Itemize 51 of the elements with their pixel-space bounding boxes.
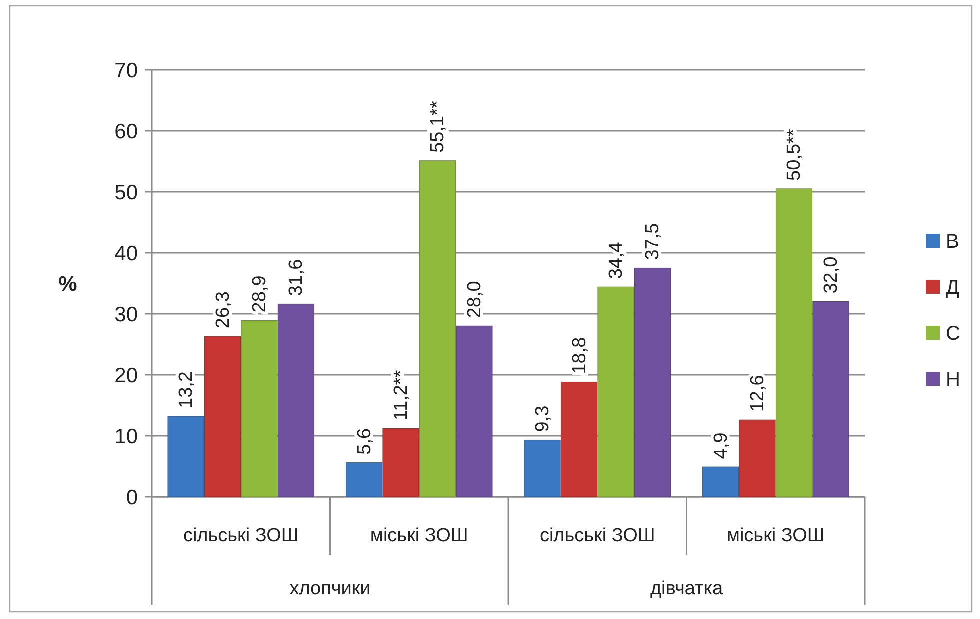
x-tick-label: міські ЗОШ <box>726 526 825 547</box>
data-label: 28,0 <box>464 281 486 318</box>
legend-label: В <box>946 231 960 253</box>
x-tick-label: сільські ЗОШ <box>540 526 656 547</box>
bar <box>812 302 850 498</box>
data-label: 11,2** <box>391 370 412 421</box>
bar <box>739 420 776 498</box>
bar <box>382 428 420 498</box>
bar <box>634 268 672 498</box>
data-label: 5,6 <box>354 428 376 455</box>
bar <box>598 286 634 498</box>
legend-label: Н <box>946 369 960 391</box>
text: хлопчики <box>290 578 371 600</box>
y-tick-label: 50 <box>114 181 138 204</box>
y-tick-label: 30 <box>114 303 138 326</box>
bar <box>278 304 315 498</box>
bar <box>419 160 456 498</box>
data-label: 55,1** <box>428 100 449 153</box>
bar <box>241 320 278 498</box>
data-label: 9,3 <box>532 406 554 432</box>
bar <box>346 462 383 498</box>
data-label: 31,6 <box>286 259 308 296</box>
y-tick-label: 0 <box>126 486 138 510</box>
bar <box>776 188 813 498</box>
bar <box>168 416 204 498</box>
y-axis-title: % <box>58 272 78 296</box>
data-label: 13,2 <box>176 371 198 408</box>
legend-label: С <box>946 323 960 345</box>
y-tick-label: 10 <box>114 425 138 448</box>
data-label: 12,6 <box>748 375 769 412</box>
y-tick-label: 60 <box>114 120 138 144</box>
data-label: 37,5 <box>642 223 664 260</box>
x-tick-label: міські ЗОШ <box>370 526 468 547</box>
text: дівчатка <box>650 578 724 600</box>
data-label: 32,0 <box>820 256 842 294</box>
x-tick-label: сільські ЗОШ <box>183 526 299 547</box>
data-label: 34,4 <box>606 242 627 280</box>
bar <box>702 466 740 498</box>
data-label: 28,9 <box>249 276 270 313</box>
data-label: 4,9 <box>710 432 732 460</box>
bar <box>456 326 493 498</box>
data-label: 50,5** <box>784 128 806 181</box>
bar <box>560 382 598 498</box>
bar <box>204 336 242 498</box>
data-label: 26,3 <box>212 292 234 329</box>
y-tick-label: 20 <box>114 364 138 388</box>
y-tick-label: 40 <box>114 242 138 266</box>
bar <box>524 440 561 498</box>
legend-label: Д <box>946 277 960 299</box>
y-tick-label: 70 <box>114 59 138 82</box>
data-label: 18,8 <box>569 337 590 374</box>
